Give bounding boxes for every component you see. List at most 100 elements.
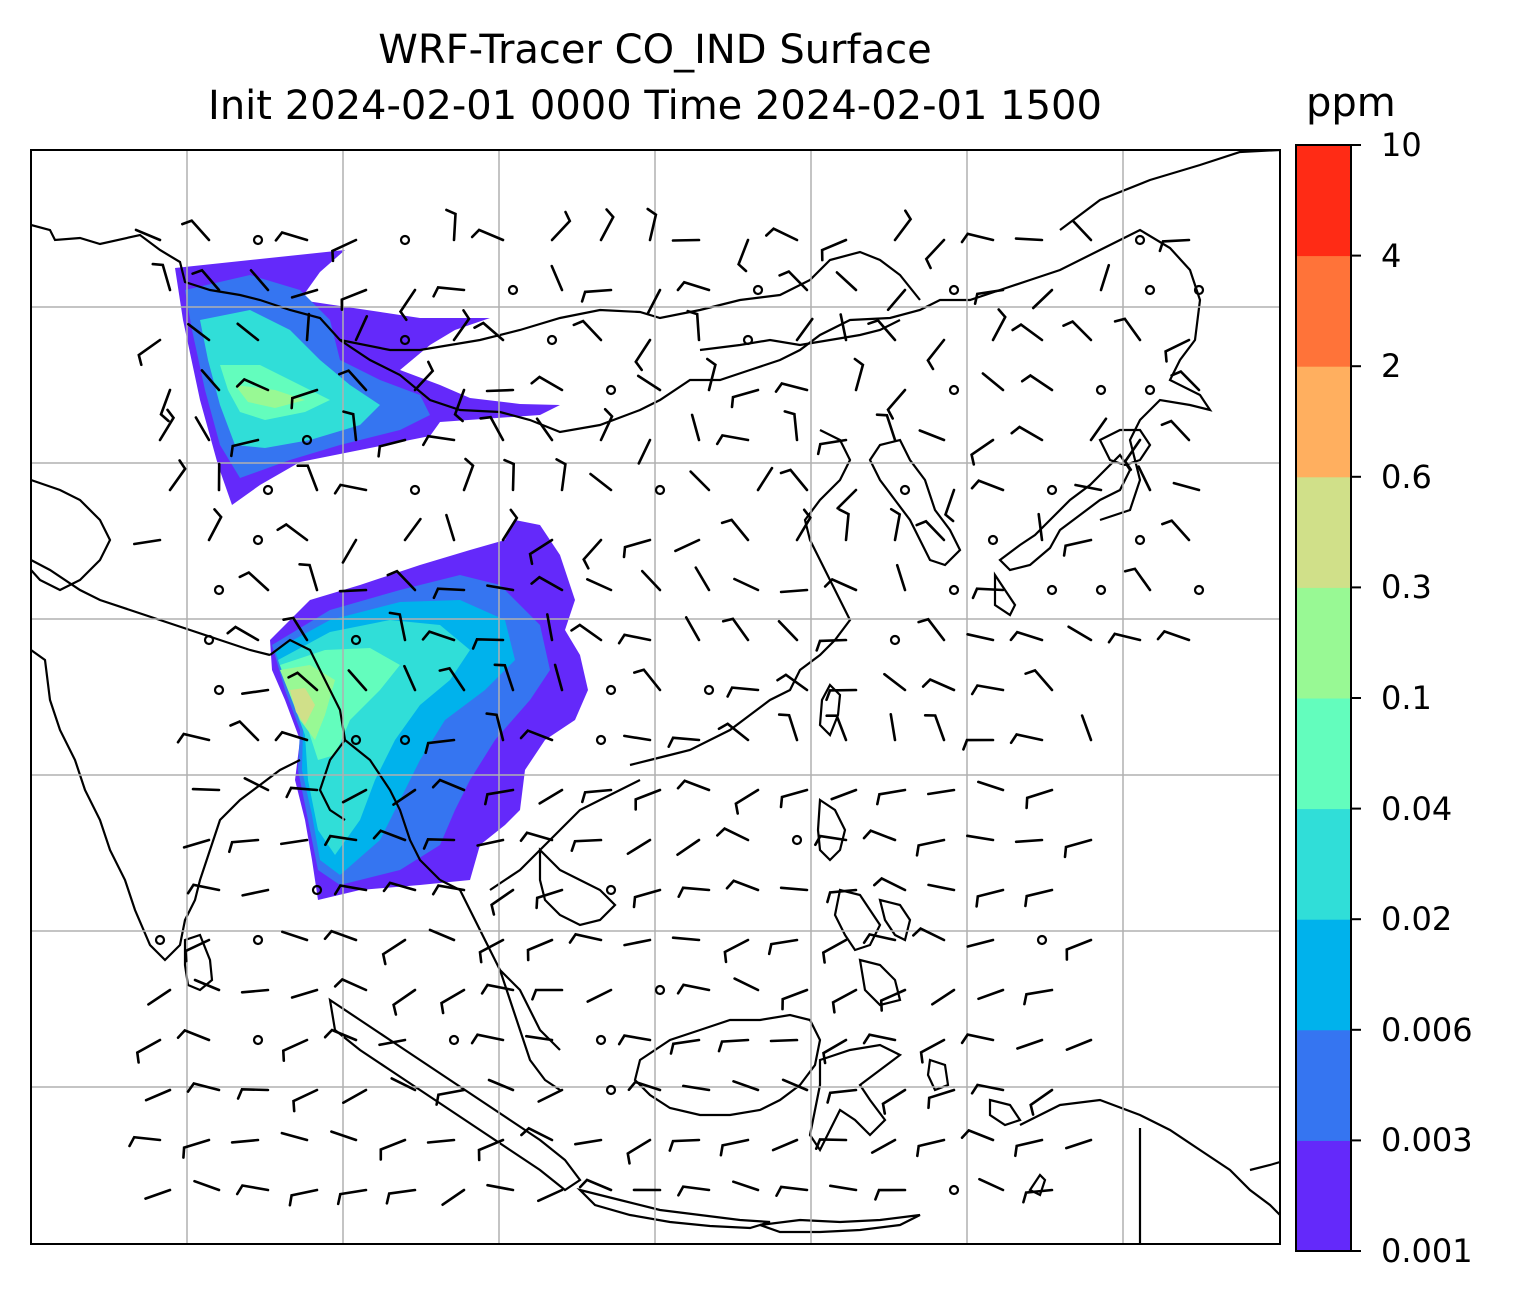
calm-wind-marker (595, 734, 607, 746)
map-title-line-1: WRF-Tracer CO_IND Surface (378, 27, 932, 73)
wind-barb (422, 837, 456, 850)
wind-barb (191, 787, 221, 792)
wind-barb (342, 1088, 368, 1104)
wind-barb (296, 464, 319, 492)
wind-barb (1123, 567, 1152, 592)
colorbar-segment (1296, 145, 1351, 257)
wind-barb (1024, 888, 1054, 908)
wind-barb (977, 780, 1005, 792)
wind-barb (435, 1088, 466, 1106)
wind-barb (240, 988, 270, 994)
wind-barb (182, 1138, 211, 1159)
wind-barb (694, 566, 711, 592)
wind-barb (194, 416, 211, 442)
wind-barb (970, 438, 995, 466)
wind-barb (829, 1184, 858, 1192)
wind-barb (537, 1088, 564, 1103)
wind-barb (1107, 632, 1142, 644)
wind-barb (354, 315, 369, 342)
wind-barb (530, 575, 564, 592)
wind-barb (876, 788, 907, 806)
wind-barb (716, 827, 750, 842)
wind-barb (144, 1088, 172, 1102)
wind-barb (1020, 373, 1054, 392)
wind-barb (636, 374, 662, 392)
wind-barb (633, 668, 662, 692)
wind-barb (330, 1130, 358, 1142)
wind-barb (193, 978, 221, 992)
wind-barb (586, 988, 613, 1003)
wind-barb (1113, 317, 1142, 342)
calm-wind-marker (262, 484, 274, 496)
wind-barb (870, 1138, 897, 1154)
wind-barb (184, 938, 211, 963)
wind-barb (323, 1028, 358, 1042)
wind-barb (667, 736, 701, 748)
wind-barb (862, 932, 897, 944)
wind-barb (966, 834, 995, 842)
wind-barb (1065, 938, 1093, 961)
wind-barb (830, 788, 858, 801)
wind-barb (331, 238, 358, 263)
calm-wind-marker (213, 584, 225, 596)
calm-wind-marker (1193, 584, 1205, 596)
wind-barb (676, 838, 701, 856)
wind-barb (756, 466, 774, 492)
wind-barb (226, 625, 260, 642)
wind-barb (669, 1038, 701, 1055)
calm-wind-marker (252, 234, 264, 246)
wind-barb (1160, 419, 1191, 442)
calm-wind-marker (350, 734, 362, 746)
wind-barb (550, 264, 564, 292)
wind-barb (298, 563, 319, 592)
wind-barb (382, 881, 417, 893)
colorbar-segment (1296, 1140, 1351, 1252)
wind-barb (422, 434, 456, 447)
wind-barb (815, 638, 848, 652)
wind-barb (144, 1188, 172, 1200)
calm-wind-marker (654, 484, 666, 496)
wind-barb (771, 1138, 799, 1152)
wind-barb (962, 738, 995, 751)
wind-barb (599, 208, 615, 242)
wind-barb (236, 322, 260, 342)
wind-barb (431, 884, 466, 896)
wind-barb (128, 1135, 162, 1148)
wind-barb (432, 286, 466, 298)
wind-barb (288, 1188, 319, 1207)
calm-wind-marker (1036, 934, 1048, 946)
wind-barb (168, 459, 187, 492)
wind-barb (338, 369, 368, 392)
wind-barb (921, 678, 956, 692)
wind-barb (441, 1188, 466, 1206)
wind-barb (927, 1088, 956, 1110)
wind-barb (135, 1038, 162, 1064)
wind-barb (546, 613, 554, 642)
wind-barb (290, 988, 319, 999)
wind-barb (386, 569, 417, 592)
wind-barb (879, 988, 907, 1012)
wind-barb (915, 519, 946, 542)
colorbar-unit-label: ppm (1306, 80, 1396, 126)
wind-barb (453, 388, 466, 423)
wind-barb (676, 280, 711, 292)
calm-wind-marker (987, 534, 999, 546)
wind-barb (535, 888, 564, 910)
wind-barb (634, 338, 652, 372)
wind-barb (1011, 323, 1044, 342)
calm-wind-marker (350, 634, 362, 646)
wind-barb (1071, 219, 1093, 242)
calm-wind-marker (703, 684, 715, 696)
wind-barb (677, 1185, 711, 1197)
wind-barb (574, 1138, 603, 1146)
wind-barb (919, 1038, 946, 1064)
wind-barb (677, 886, 711, 898)
wind-barb (717, 722, 750, 742)
wind-barb (623, 734, 652, 742)
calm-wind-marker (409, 484, 421, 496)
calm-wind-marker (448, 1034, 460, 1046)
calm-wind-marker (1144, 384, 1156, 396)
wind-barb (392, 788, 417, 806)
calm-wind-marker (605, 384, 617, 396)
